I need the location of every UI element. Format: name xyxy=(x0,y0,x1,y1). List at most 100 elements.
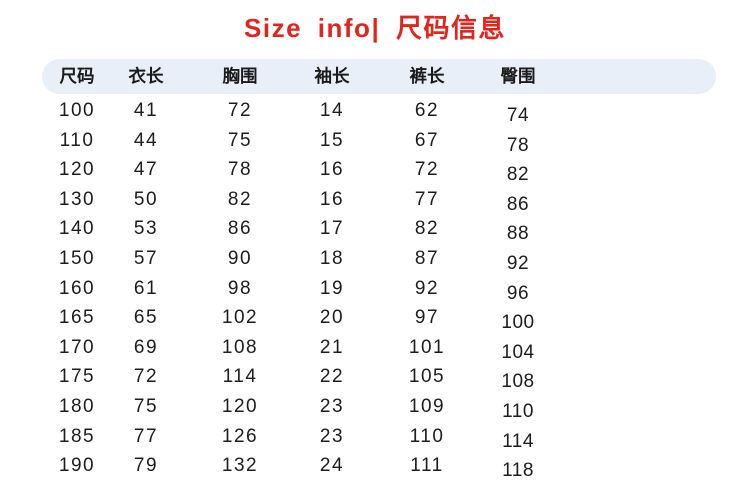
table-row: 190 79 132 24 111 118 xyxy=(0,451,750,481)
table-row: 140 53 86 17 82 88 xyxy=(0,214,750,244)
table-row: 130 50 82 16 77 86 xyxy=(0,185,750,215)
table-cell-size: 120 xyxy=(58,159,96,181)
table-cell-pants-length: 101 xyxy=(408,336,446,358)
table-cell-top-length: 69 xyxy=(133,336,159,358)
table-cell-sleeve-length: 23 xyxy=(319,425,345,447)
table-cell-chest: 90 xyxy=(227,248,253,269)
table-row: 160 61 98 19 92 96 xyxy=(0,274,750,304)
table-cell-sleeve-length: 23 xyxy=(319,396,345,417)
table-row: 110 44 75 15 67 78 xyxy=(0,126,750,156)
table-cell-hip: 74 xyxy=(506,105,530,126)
table-cell-hip: 86 xyxy=(506,193,530,215)
table-cell-pants-length: 92 xyxy=(414,277,440,299)
page-title: Size info| 尺码信息 xyxy=(244,13,506,43)
table-cell-chest: 114 xyxy=(222,366,258,388)
table-cell-size: 165 xyxy=(58,307,96,329)
table-cell-chest: 82 xyxy=(227,188,253,210)
table-cell-sleeve-length: 14 xyxy=(319,100,345,121)
column-header-pants-length: 裤长 xyxy=(409,66,445,86)
table-row: 170 69 108 21 101 104 xyxy=(0,333,750,363)
table-cell-sleeve-length: 21 xyxy=(319,336,345,358)
table-cell-sleeve-length: 20 xyxy=(319,307,345,329)
table-cell-sleeve-length: 16 xyxy=(319,188,345,210)
table-cell-pants-length: 77 xyxy=(414,188,440,210)
table-cell-top-length: 75 xyxy=(133,396,159,417)
table-cell-hip: 82 xyxy=(506,164,530,186)
table-cell-sleeve-length: 19 xyxy=(319,277,345,299)
table-cell-size: 110 xyxy=(59,129,95,151)
table-cell-pants-length: 109 xyxy=(408,396,446,417)
table-cell-top-length: 41 xyxy=(133,100,159,121)
table-cell-chest: 108 xyxy=(221,336,259,358)
table-cell-top-length: 65 xyxy=(133,307,159,329)
table-cell-pants-length: 110 xyxy=(409,425,445,447)
table-cell-top-length: 77 xyxy=(133,425,159,447)
table-cell-top-length: 47 xyxy=(133,159,159,181)
table-cell-pants-length: 111 xyxy=(410,455,444,477)
table-cell-hip: 88 xyxy=(506,223,530,245)
table-cell-hip: 96 xyxy=(506,282,530,304)
table-cell-size: 140 xyxy=(58,218,96,240)
table-cell-size: 100 xyxy=(58,100,96,121)
table-cell-chest: 120 xyxy=(221,396,259,417)
table-cell-hip: 118 xyxy=(502,460,534,482)
table-cell-top-length: 79 xyxy=(133,455,159,477)
table-cell-pants-length: 105 xyxy=(408,366,446,388)
table-cell-pants-length: 67 xyxy=(414,129,440,151)
table-row: 185 77 126 23 110 114 xyxy=(0,422,750,452)
table-cell-hip: 110 xyxy=(502,401,534,422)
table-cell-size: 130 xyxy=(58,188,96,210)
table-cell-chest: 102 xyxy=(221,307,259,329)
table-row: 180 75 120 23 109 110 xyxy=(0,392,750,422)
table-row: 165 65 102 20 97 100 xyxy=(0,303,750,333)
table-cell-hip: 114 xyxy=(502,430,534,452)
table-cell-hip: 108 xyxy=(501,371,535,393)
table-row: 120 47 78 16 72 82 xyxy=(0,155,750,185)
table-cell-pants-length: 87 xyxy=(414,248,440,269)
table-cell-chest: 72 xyxy=(227,100,253,121)
table-cell-chest: 78 xyxy=(227,159,253,181)
table-cell-chest: 98 xyxy=(227,277,253,299)
table-cell-size: 150 xyxy=(58,248,96,269)
table-cell-hip: 100 xyxy=(501,312,535,334)
table-cell-pants-length: 72 xyxy=(414,159,440,181)
table-cell-top-length: 61 xyxy=(133,277,159,299)
table-row: 100 41 72 14 62 74 xyxy=(0,96,750,126)
table-cell-pants-length: 82 xyxy=(414,218,440,240)
table-cell-top-length: 53 xyxy=(133,218,159,240)
table-cell-top-length: 57 xyxy=(133,248,159,269)
table-cell-pants-length: 62 xyxy=(414,100,440,121)
table-cell-chest: 126 xyxy=(221,425,259,447)
table-cell-top-length: 50 xyxy=(133,188,159,210)
table-cell-hip: 104 xyxy=(501,341,535,363)
column-header-sleeve-length: 袖长 xyxy=(314,66,350,86)
table-header-row: 尺码 衣长 胸围 袖长 裤长 臀围 xyxy=(0,59,750,94)
column-header-chest: 胸围 xyxy=(222,66,258,86)
table-cell-pants-length: 97 xyxy=(414,307,440,329)
table-row: 150 57 90 18 87 92 xyxy=(0,244,750,274)
table-cell-sleeve-length: 16 xyxy=(319,159,345,181)
table-cell-sleeve-length: 24 xyxy=(319,455,345,477)
table-cell-chest: 132 xyxy=(221,455,259,477)
table-cell-chest: 75 xyxy=(227,129,253,151)
table-cell-sleeve-length: 18 xyxy=(319,248,345,269)
table-cell-size: 180 xyxy=(58,396,96,417)
column-header-hip: 臀围 xyxy=(500,66,536,86)
column-header-size: 尺码 xyxy=(59,66,95,86)
table-header-band xyxy=(42,59,716,94)
table-cell-size: 160 xyxy=(58,277,96,299)
table-cell-size: 190 xyxy=(58,455,96,477)
table-cell-size: 175 xyxy=(58,366,96,388)
table-cell-sleeve-length: 22 xyxy=(319,366,345,388)
table-cell-hip: 78 xyxy=(506,134,530,156)
table-cell-sleeve-length: 17 xyxy=(319,218,345,240)
table-cell-top-length: 72 xyxy=(133,366,159,388)
column-header-top-length: 衣长 xyxy=(128,66,164,86)
table-row: 175 72 114 22 105 108 xyxy=(0,362,750,392)
table-cell-size: 185 xyxy=(58,425,96,447)
table-cell-top-length: 44 xyxy=(133,129,159,151)
table-cell-sleeve-length: 15 xyxy=(319,129,345,151)
table-cell-chest: 86 xyxy=(227,218,253,240)
table-cell-size: 170 xyxy=(58,336,96,358)
